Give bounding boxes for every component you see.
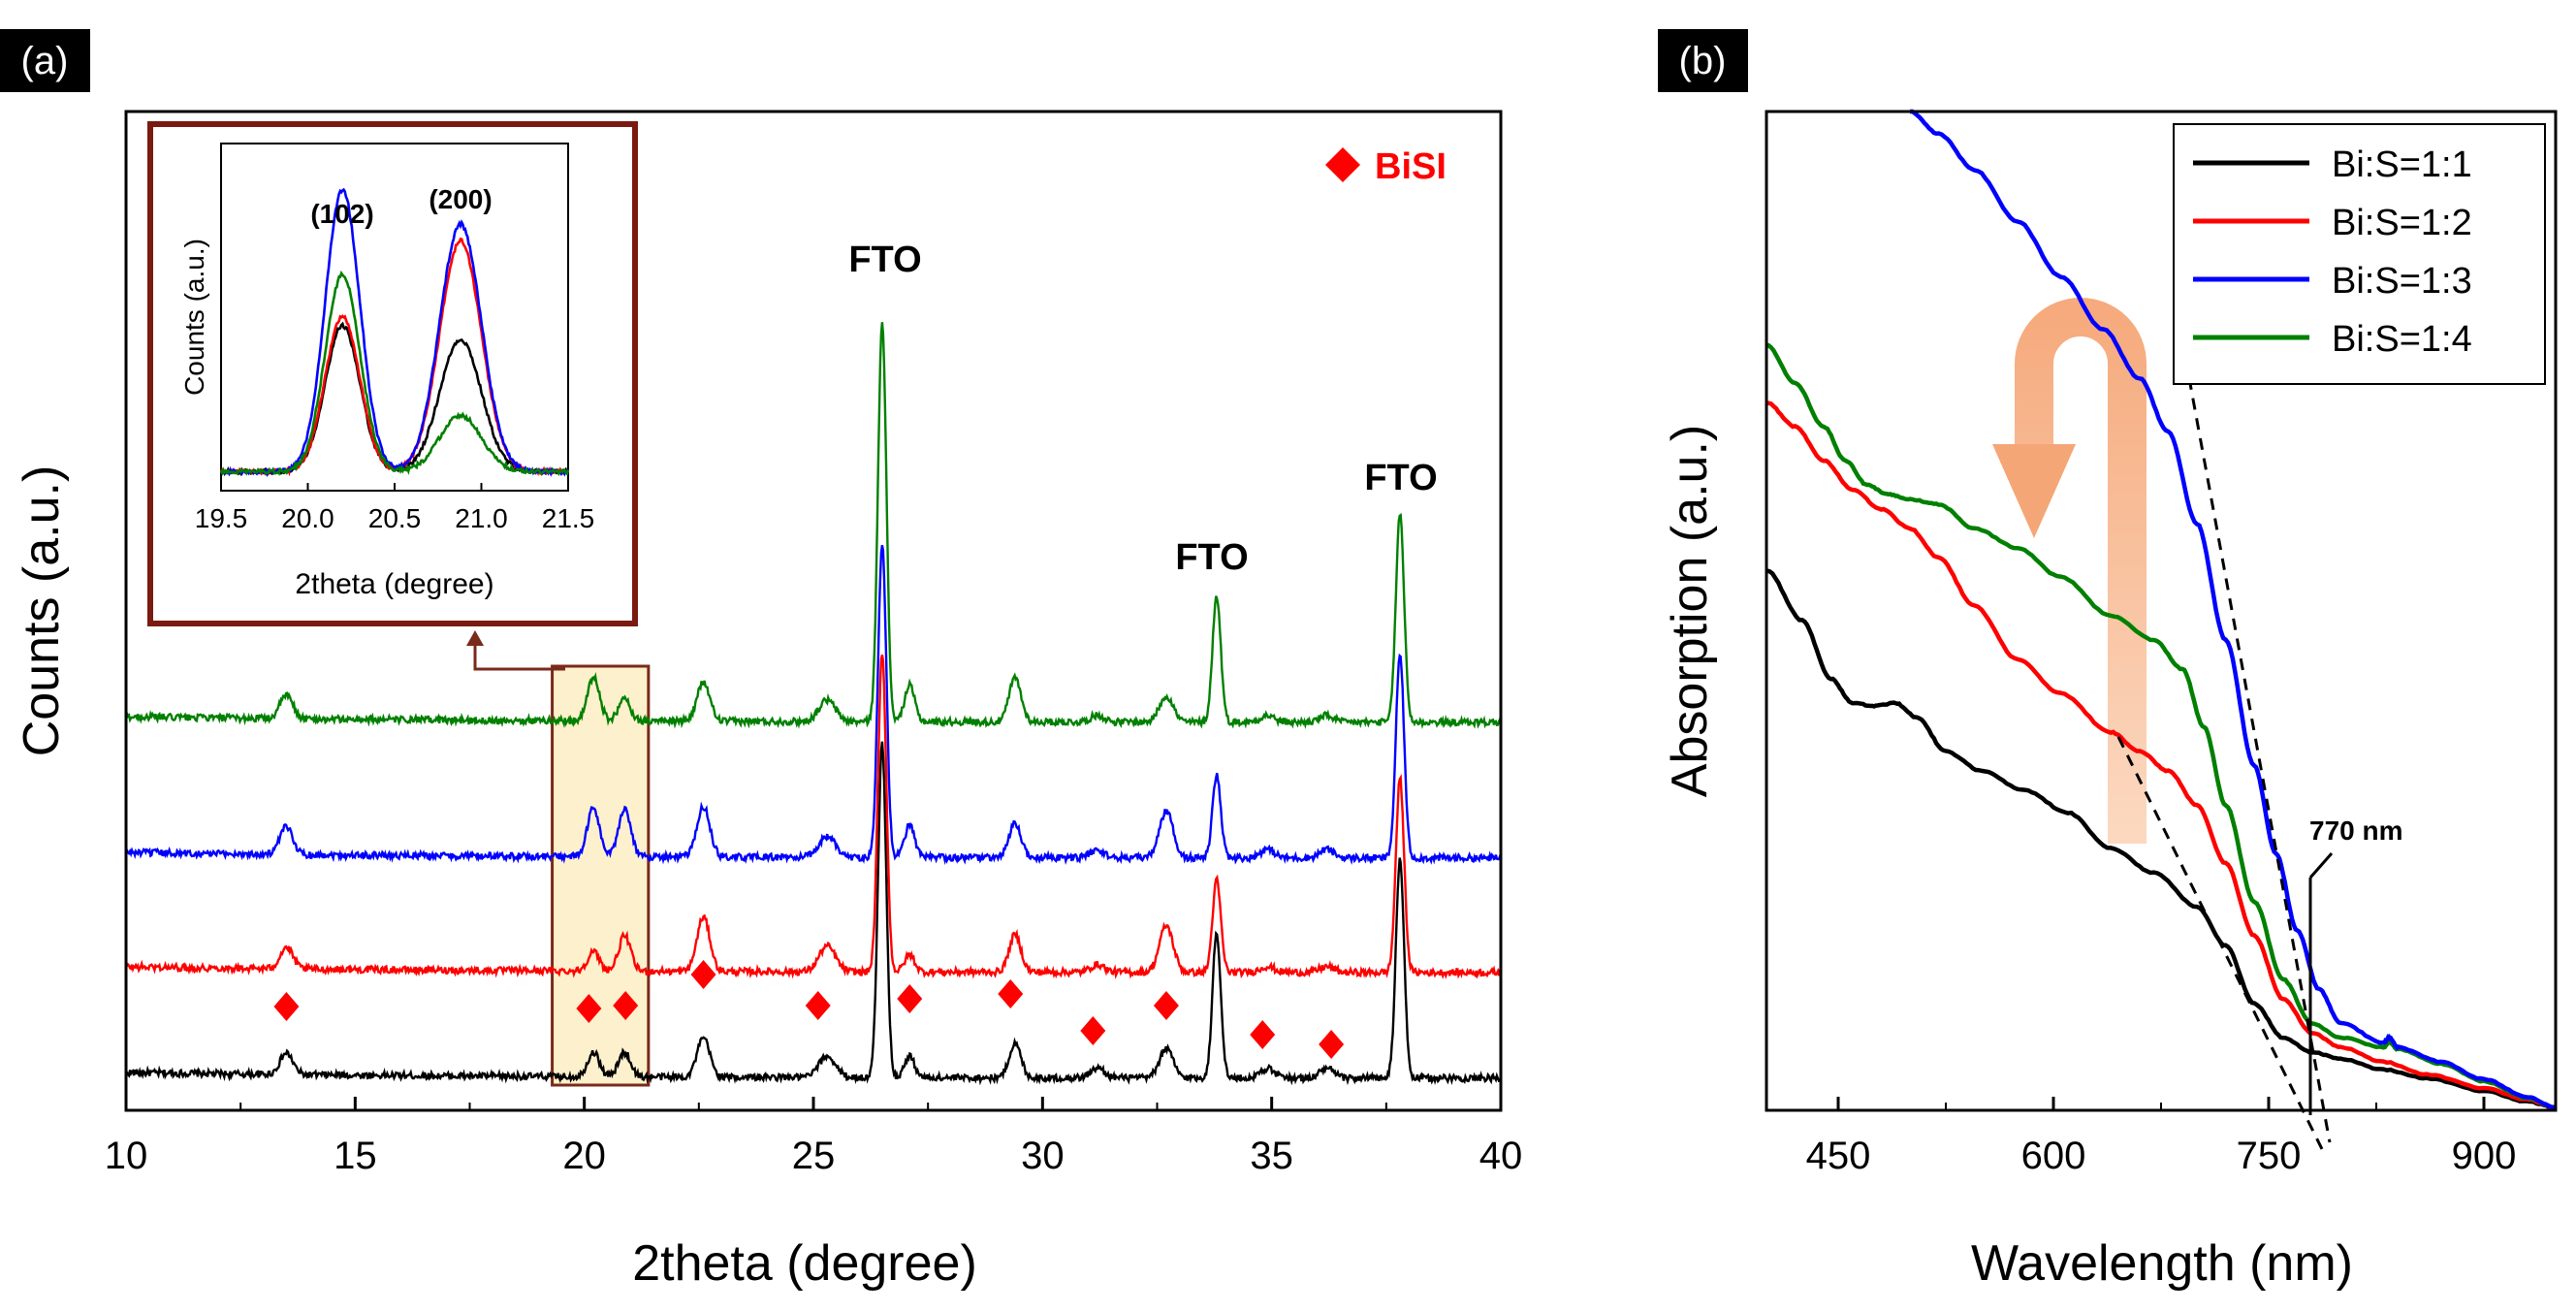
- bisi-marker: [613, 991, 639, 1020]
- fto-label-2: FTO: [1175, 537, 1248, 578]
- inset-series: [219, 187, 570, 478]
- panel-b-series: [1765, 109, 2557, 1110]
- inset-x-tick-label: 21.5: [542, 503, 595, 533]
- bisi-marker: [897, 984, 923, 1013]
- x-tick-label: 30: [1021, 1135, 1065, 1177]
- panel-a: (a) 10 15 20 25 30 35 40 2theta (degree) Count…: [0, 29, 1522, 1292]
- x-tick-label: 10: [105, 1135, 148, 1177]
- panel-b-ylabel: Absorption (a.u.): [1662, 425, 1718, 797]
- inset-frame-outer: [147, 121, 638, 626]
- x-tick-label: 900: [2452, 1135, 2517, 1177]
- panel-a-ylabel: Counts (a.u.): [14, 465, 70, 757]
- inset-peak-label-102: (102): [310, 199, 373, 229]
- x-tick-label: 450: [1806, 1135, 1871, 1177]
- legend-box: [2173, 123, 2546, 385]
- panel-a-xlabel: 2theta (degree): [632, 1235, 977, 1292]
- x-tick-label: 20: [562, 1135, 606, 1177]
- inset-ylabel: Counts (a.u.): [179, 239, 209, 396]
- bisi-marker: [1319, 1030, 1345, 1059]
- panel-b: (b) 770 nm 450 600 750 900 Wavelength (nm) …: [1658, 29, 2558, 1292]
- fto-label-3: FTO: [1364, 458, 1437, 498]
- bisi-marker: [1250, 1020, 1276, 1049]
- x-tick-label: 35: [1250, 1135, 1293, 1177]
- inset-connector: [473, 638, 565, 671]
- xrd-line-Bi:S=1:1: [124, 741, 1503, 1086]
- bisi-legend-marker: [1325, 147, 1360, 182]
- bisi-marker: [690, 960, 716, 989]
- bisi-marker: [1080, 1016, 1106, 1045]
- x-tick-label: 40: [1479, 1135, 1523, 1177]
- x-tick-label: 15: [334, 1135, 377, 1177]
- bisi-marker: [576, 994, 602, 1023]
- xrd-line-Bi:S=1:2: [125, 655, 1503, 979]
- bisi-marker: [273, 992, 300, 1021]
- onset-pointer-tip: [2308, 852, 2334, 879]
- xrd-line-Bi:S=1:4: [124, 322, 1503, 730]
- inset-peak-label-200: (200): [429, 184, 492, 214]
- onset-label: 770 nm: [2309, 816, 2403, 846]
- inset-line-Bi:S=1:4: [219, 270, 570, 477]
- fto-label-1: FTO: [848, 240, 921, 280]
- legend-label: Bi:S=1:4: [2332, 319, 2472, 360]
- panel-a-label-bg: [0, 29, 90, 92]
- bisi-legend-label: BiSI: [1375, 146, 1447, 187]
- bisi-marker: [1153, 991, 1179, 1020]
- panel-b-xlabel: Wavelength (nm): [1971, 1235, 2353, 1292]
- absorption-line-Bi:S=1:3: [1910, 109, 2557, 1110]
- absorption-line-Bi:S=1:1: [1765, 568, 2556, 1110]
- bisi-marker: [998, 979, 1024, 1008]
- xrd-line-Bi:S=1:3: [125, 544, 1503, 866]
- panel-b-legend: Bi:S=1:1 Bi:S=1:2 Bi:S=1:3 Bi:S=1:4: [2173, 123, 2546, 385]
- x-tick-label: 750: [2237, 1135, 2302, 1177]
- panel-b-label-bg: [1658, 29, 1748, 92]
- legend-label: Bi:S=1:1: [2332, 144, 2472, 185]
- trend-arrow: [1992, 298, 2147, 844]
- inset-x-tick-label: 21.0: [455, 503, 508, 533]
- inset: 19.5 20.0 20.5 21.0 21.5 (102) (200) 2theta …: [147, 121, 638, 626]
- panel-b-label: (b): [1679, 40, 1727, 82]
- inset-x-tick-label: 20.5: [368, 503, 422, 533]
- inset-x-tick-label: 20.0: [281, 503, 334, 533]
- x-tick-label: 25: [792, 1135, 836, 1177]
- legend-label: Bi:S=1:3: [2332, 261, 2472, 302]
- bisi-marker: [805, 991, 831, 1020]
- absorption-line-Bi:S=1:2: [1765, 400, 2556, 1110]
- panel-a-ticks: 10 15 20 25 30 35 40: [105, 1097, 1523, 1177]
- tangent-line-baseline: [2116, 736, 2324, 1150]
- x-tick-label: 600: [2021, 1135, 2086, 1177]
- inset-xlabel: 2theta (degree): [295, 568, 493, 600]
- panel-a-series: [124, 322, 1503, 1086]
- bisi-markers: [273, 960, 1345, 1059]
- legend-label: Bi:S=1:2: [2332, 203, 2472, 243]
- inset-ticks: 19.5 20.0 20.5 21.0 21.5: [195, 483, 595, 533]
- inset-x-tick-label: 19.5: [195, 503, 248, 533]
- absorption-line-Bi:S=1:4: [1765, 342, 2557, 1110]
- highlight-band: [551, 664, 651, 1087]
- panel-a-label: (a): [21, 40, 69, 82]
- tangent-line-steep: [2187, 377, 2332, 1143]
- panel-b-ticks: 450 600 750 900: [1806, 1097, 2517, 1177]
- inset-connector-arrowhead: [466, 630, 484, 646]
